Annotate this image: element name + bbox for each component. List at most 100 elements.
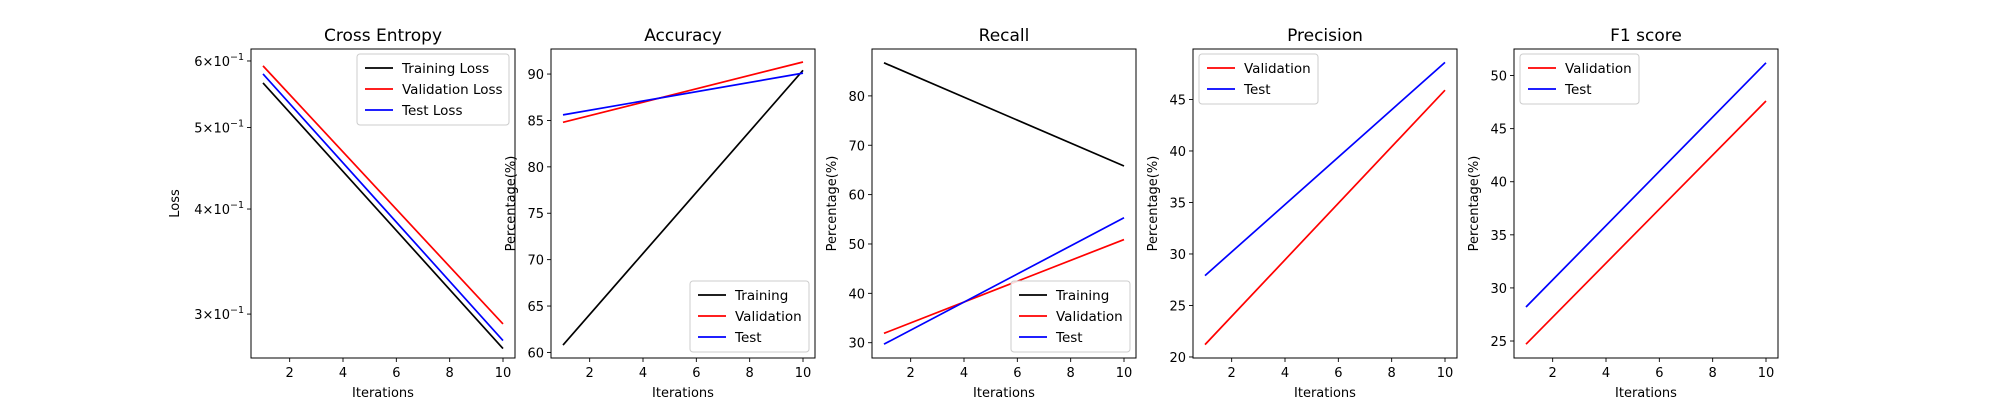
chart-title: Recall	[979, 26, 1030, 46]
legend-label: Training	[734, 288, 788, 304]
legend-label: Test	[1564, 82, 1592, 98]
y-tick-label: 20	[1169, 351, 1186, 366]
x-tick-label: 4	[639, 366, 647, 381]
y-tick-label: 45	[1169, 93, 1186, 108]
y-axis-label: Percentage(%)	[825, 156, 840, 252]
y-axis-label: Percentage(%)	[1146, 156, 1161, 252]
legend-label: Test	[1055, 330, 1083, 346]
x-axis-label: Iterations	[1294, 386, 1356, 400]
y-tick-label: 60	[848, 189, 865, 204]
series-line-test	[1525, 62, 1767, 308]
axes-frame	[871, 48, 1137, 359]
legend-label: Test Loss	[401, 103, 463, 119]
y-tick-label: 3×10−1	[194, 305, 244, 323]
series-line-validation	[1204, 89, 1446, 346]
legend: Validation Test	[1198, 53, 1319, 105]
y-tick-label: 40	[1490, 176, 1507, 191]
x-tick-label: 8	[1067, 366, 1075, 381]
x-tick-label: 6	[392, 366, 400, 381]
legend-box	[1198, 53, 1319, 105]
chart-title: Precision	[1287, 26, 1363, 46]
series-line-training	[562, 69, 804, 346]
legend: Training Validation Test	[1010, 280, 1131, 353]
chart-title: Cross Entropy	[324, 26, 442, 46]
x-tick-label: 2	[1549, 366, 1557, 381]
x-tick-label: 8	[1709, 366, 1717, 381]
y-tick-exponent: −1	[230, 119, 244, 130]
chart-title: Accuracy	[644, 26, 722, 46]
x-tick-label: 8	[446, 366, 454, 381]
legend-box	[356, 53, 510, 126]
legend-label: Validation Loss	[402, 82, 503, 98]
panel-accuracy: Accuracy Iterations 2 4 6 8 10 60 65 70 75 80 85 90 Pe…	[504, 26, 816, 400]
series-line-training-loss	[262, 82, 504, 350]
series-line-test	[562, 72, 804, 116]
y-tick-base: 5	[194, 122, 202, 137]
chart-title: F1 score	[1610, 26, 1682, 46]
y-tick-label: 6×10−1	[194, 52, 244, 70]
axes-frame	[1192, 48, 1458, 359]
x-tick-label: 4	[1602, 366, 1610, 381]
axes-frame	[250, 48, 516, 359]
x-tick-label: 10	[1758, 366, 1775, 381]
legend-label: Validation	[1244, 61, 1311, 77]
y-tick-label: 35	[1490, 229, 1507, 244]
legend-label: Test	[734, 330, 762, 346]
x-tick-label: 2	[1228, 366, 1236, 381]
x-axis-label: Iterations	[652, 386, 714, 400]
y-tick-label: 40	[1169, 145, 1186, 160]
y-tick-label: 45	[1490, 123, 1507, 138]
x-tick-label: 4	[339, 366, 347, 381]
y-tick-label: 30	[1490, 282, 1507, 297]
y-axis-label: Percentage(%)	[504, 156, 519, 252]
x-tick-label: 2	[286, 366, 294, 381]
legend-label: Validation	[735, 309, 802, 325]
x-tick-label: 4	[960, 366, 968, 381]
y-tick-label: 90	[527, 68, 544, 83]
panel-f1-score: F1 score Iterations 2 4 6 8 10 25 30 35 40 45 50 Perc…	[1467, 26, 1779, 400]
axes-frame	[1513, 48, 1779, 359]
y-tick-label: 60	[527, 346, 544, 361]
y-tick-label: 50	[1490, 70, 1507, 85]
y-tick-label: 5×10−1	[194, 119, 244, 137]
y-tick-exponent: −1	[230, 52, 244, 63]
x-axis-label: Iterations	[973, 386, 1035, 400]
legend: Training Loss Validation Loss Test Loss	[356, 53, 510, 126]
y-tick-times: ×10	[203, 55, 230, 70]
series-line-training	[883, 62, 1125, 167]
x-tick-label: 10	[1437, 366, 1454, 381]
y-axis-label: Percentage(%)	[1467, 156, 1482, 252]
y-tick-label: 70	[527, 254, 544, 269]
x-tick-label: 4	[1281, 366, 1289, 381]
legend-label: Training Loss	[401, 61, 489, 77]
y-tick-label: 80	[527, 161, 544, 176]
y-tick-base: 6	[194, 55, 202, 70]
series-line-validation	[562, 61, 804, 124]
panel-recall: Recall Iterations 2 4 6 8 10 30 40 50 60 70 80 Percen…	[825, 26, 1137, 400]
y-tick-label: 70	[848, 139, 865, 154]
legend-box	[689, 280, 810, 353]
x-tick-label: 8	[1388, 366, 1396, 381]
y-tick-label: 4×10−1	[194, 200, 244, 218]
y-tick-times: ×10	[203, 203, 230, 218]
x-tick-label: 6	[1655, 366, 1663, 381]
series-line-test	[883, 217, 1125, 345]
x-tick-label: 6	[1334, 366, 1342, 381]
x-tick-label: 6	[1013, 366, 1021, 381]
legend-label: Test	[1243, 82, 1271, 98]
y-tick-base: 4	[194, 203, 202, 218]
y-tick-label: 30	[1169, 248, 1186, 263]
y-axis-label: Loss	[168, 189, 183, 218]
x-axis-label: Iterations	[1615, 386, 1677, 400]
y-tick-label: 25	[1169, 299, 1186, 314]
series-line-test-loss	[262, 73, 504, 342]
y-tick-exponent: −1	[230, 305, 244, 316]
y-tick-label: 80	[848, 90, 865, 105]
series-line-validation-loss	[262, 65, 504, 325]
legend-label: Validation	[1565, 61, 1632, 77]
legend-box	[1519, 53, 1640, 105]
y-tick-base: 3	[194, 308, 202, 323]
legend-box	[1010, 280, 1131, 353]
